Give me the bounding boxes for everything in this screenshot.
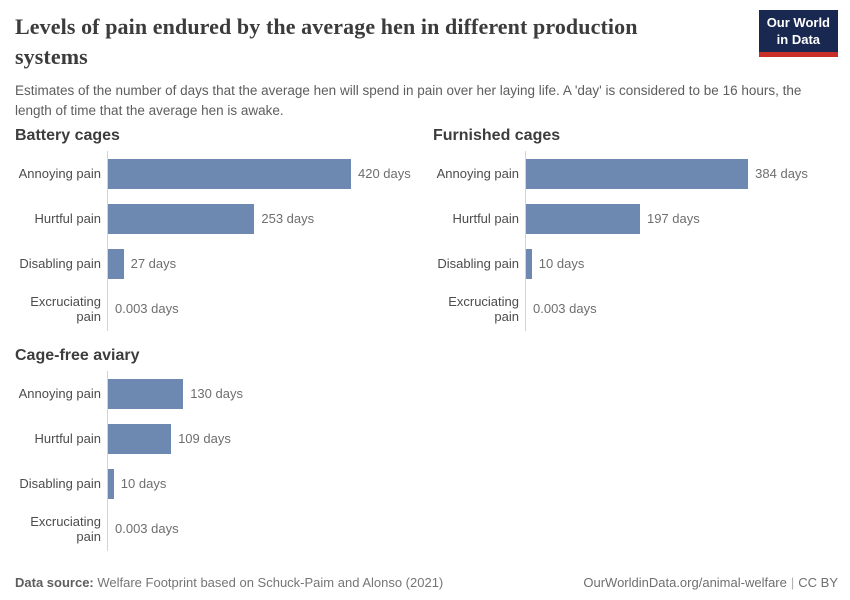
- value-label: 109 days: [178, 431, 231, 446]
- bar-row: Annoying pain 384 days: [433, 151, 838, 196]
- category-label: Excruciating pain: [30, 293, 101, 324]
- value-label: 197 days: [646, 211, 700, 226]
- value-label: 0.003 days: [533, 301, 597, 316]
- bar-area: 27 days: [108, 248, 177, 279]
- panels-grid: Battery cages Annoying pain 420 days Hur…: [15, 126, 838, 551]
- bar: [108, 158, 351, 189]
- owid-logo-line2: in Data: [776, 31, 821, 47]
- y-axis-line: [107, 371, 108, 551]
- bar-row: Annoying pain 420 days: [15, 151, 418, 196]
- panel-plot-area: Annoying pain 130 days Hurtful pain 109 …: [15, 371, 418, 551]
- category-label: Annoying pain: [436, 166, 519, 181]
- panel-title: Battery cages: [15, 127, 120, 144]
- page-title: Levels of pain endured by the average he…: [15, 14, 638, 69]
- owid-logo-line1: Our World: [766, 15, 830, 30]
- data-source-label: Data source:: [15, 575, 94, 590]
- chart-subtitle: Estimates of the number of days that the…: [15, 83, 802, 118]
- bar-row: Disabling pain 10 days: [15, 461, 418, 506]
- panel-furnished-cages: Furnished cages Annoying pain 384 days H…: [433, 126, 838, 331]
- panel-plot-area: Annoying pain 384 days Hurtful pain 197 …: [433, 151, 838, 331]
- bar-row: Hurtful pain 253 days: [15, 196, 418, 241]
- bar-row: Disabling pain 10 days: [433, 241, 838, 286]
- panel-cage-free-aviary: Cage-free aviary Annoying pain 130 days …: [15, 346, 418, 551]
- panel-battery-cages: Battery cages Annoying pain 420 days Hur…: [15, 126, 418, 331]
- owid-logo: Our World in Data: [758, 10, 838, 57]
- value-label: 253 days: [261, 211, 315, 226]
- bar: [108, 248, 124, 279]
- bar: [526, 203, 640, 234]
- category-label: Disabling pain: [437, 256, 519, 271]
- category-label: Disabling pain: [19, 256, 101, 271]
- value-label: 384 days: [755, 166, 808, 181]
- panel-plot-area: Annoying pain 420 days Hurtful pain 253 …: [15, 151, 418, 331]
- bar-area: 197 days: [526, 203, 700, 234]
- category-label: Hurtful pain: [34, 211, 101, 226]
- bar-row: Excruciating pain 0.003 days: [15, 286, 418, 331]
- value-label: 420 days: [358, 166, 411, 181]
- bar: [108, 423, 172, 454]
- data-source-note: Data source: Welfare Footprint based on …: [15, 575, 443, 590]
- bar: [108, 378, 184, 409]
- bar-area: 10 days: [526, 248, 585, 279]
- category-label: Hurtful pain: [452, 211, 519, 226]
- bar-row: Hurtful pain 197 days: [433, 196, 838, 241]
- value-label: 0.003 days: [115, 521, 179, 536]
- category-label: Annoying pain: [18, 386, 101, 401]
- footer-right: OurWorldinData.org/animal-welfare | CC BY: [583, 575, 838, 590]
- category-label: Annoying pain: [18, 166, 101, 181]
- value-label: 130 days: [190, 386, 243, 401]
- y-axis-line: [107, 151, 108, 331]
- bar-area: 10 days: [108, 468, 167, 499]
- bar: [108, 203, 255, 234]
- bar-row: Excruciating pain 0.003 days: [433, 286, 838, 331]
- value-label: 27 days: [130, 256, 177, 271]
- category-label: Excruciating pain: [448, 293, 519, 324]
- bar-area: 109 days: [108, 423, 231, 454]
- category-label: Disabling pain: [19, 476, 101, 491]
- bar-row: Excruciating pain 0.003 days: [15, 506, 418, 551]
- bar-area: 253 days: [108, 203, 315, 234]
- bar-row: Hurtful pain 109 days: [15, 416, 418, 461]
- bar: [526, 248, 532, 279]
- panel-title: Cage-free aviary: [15, 347, 140, 364]
- license-label: CC BY: [798, 575, 838, 590]
- data-source-text: Welfare Footprint based on Schuck-Paim a…: [93, 575, 444, 590]
- bar-row: Annoying pain 130 days: [15, 371, 418, 416]
- bar: [526, 158, 749, 189]
- category-label: Excruciating pain: [30, 513, 101, 544]
- value-label: 0.003 days: [115, 301, 179, 316]
- bar-row: Disabling pain 27 days: [15, 241, 418, 286]
- owid-url-link[interactable]: OurWorldinData.org/animal-welfare: [583, 575, 787, 590]
- bar-area: 130 days: [108, 378, 243, 409]
- value-label: 10 days: [538, 256, 585, 271]
- bar-area: 0.003 days: [108, 294, 179, 324]
- bar: [108, 468, 114, 499]
- bar-area: 0.003 days: [108, 514, 179, 544]
- value-label: 10 days: [120, 476, 167, 491]
- y-axis-line: [525, 151, 526, 331]
- chart-header: Levels of pain endured by the average he…: [15, 10, 838, 72]
- panel-title: Furnished cages: [433, 127, 561, 144]
- bar-area: 384 days: [526, 158, 808, 189]
- bar-area: 0.003 days: [526, 294, 597, 324]
- footer-separator: |: [790, 575, 795, 590]
- category-label: Hurtful pain: [34, 431, 101, 446]
- chart-footer: Data source: Welfare Footprint based on …: [15, 575, 838, 590]
- bar-area: 420 days: [108, 158, 411, 189]
